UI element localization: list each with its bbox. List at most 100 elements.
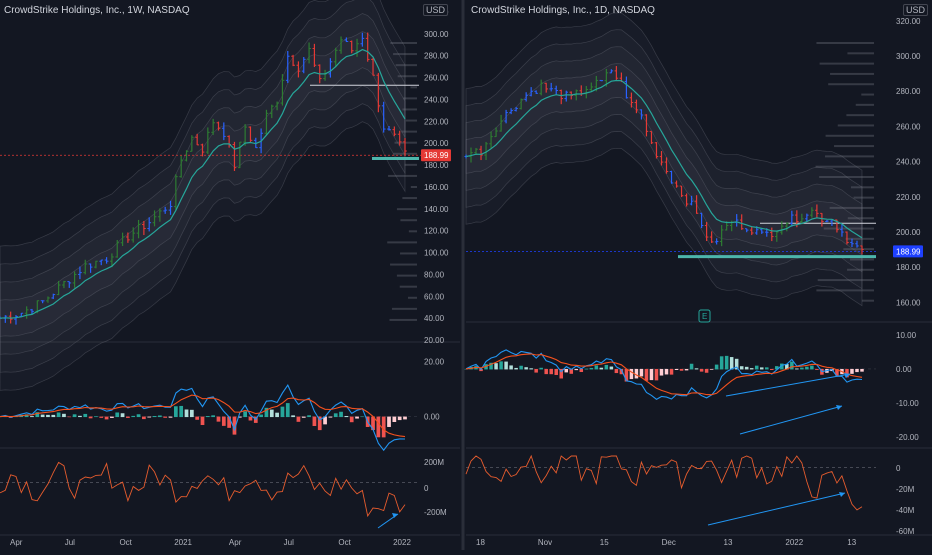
left-candle	[403, 138, 407, 156]
left-macd-histogram-bar	[296, 416, 301, 422]
left-macd-histogram-bar	[264, 407, 269, 418]
left-candle	[24, 306, 29, 319]
right-divergence-arrowhead	[836, 405, 842, 410]
right-macd-tick: 0.00	[896, 365, 912, 374]
right-macd-histogram-bar	[765, 367, 769, 370]
left-candle	[243, 124, 247, 146]
left-band-4	[0, 0, 406, 391]
left-price-tick: 80.00	[424, 270, 445, 279]
left-candle	[72, 271, 77, 288]
right-volume-profile-bar	[855, 103, 874, 106]
left-macd-histogram-bar	[126, 416, 130, 418]
right-price-tick: 180.00	[896, 263, 921, 272]
right-candle	[484, 141, 488, 161]
right-macd-histogram-bar	[835, 368, 839, 376]
right-time-tick: 13	[847, 538, 856, 547]
left-currency-badge[interactable]: USD	[423, 4, 449, 16]
right-candle	[744, 228, 749, 233]
right-candle	[669, 170, 674, 184]
right-macd-histogram-bar	[749, 368, 754, 370]
right-time-tick: 13	[724, 538, 733, 547]
right-time-tick: Nov	[538, 538, 552, 547]
left-macd-histogram-bar	[227, 416, 232, 428]
left-macd-histogram-bar	[184, 409, 189, 418]
left-price-tick: 60.00	[424, 292, 445, 301]
right-volume-profile-bar	[828, 83, 874, 86]
left-macd-histogram-bar	[248, 416, 253, 421]
right-volume-profile-bar	[815, 165, 874, 168]
right-volume-profile-bar	[847, 268, 874, 271]
right-volume-profile-bar	[817, 279, 874, 282]
right-volume-tick: -60M	[896, 527, 915, 536]
left-macd-histogram-bar	[40, 414, 45, 418]
left-macd-histogram-bar	[301, 416, 306, 418]
right-volume-profile-bar	[861, 93, 874, 96]
right-time-tick: 18	[476, 538, 485, 547]
right-macd-histogram-bar	[464, 368, 468, 370]
right-volume-profile-bar	[847, 217, 874, 220]
right-currency-badge[interactable]: USD	[903, 4, 929, 16]
right-candle	[589, 82, 594, 92]
left-candle	[328, 58, 333, 78]
earnings-marker-label: E	[702, 312, 707, 321]
left-macd-histogram-bar	[323, 416, 327, 425]
right-macd-histogram-bar	[584, 368, 589, 370]
right-divergence-arrow	[725, 373, 851, 397]
left-time-tick: Jul	[284, 538, 294, 547]
right-macd-histogram-bar	[709, 368, 714, 370]
right-volume-profile-bar	[845, 237, 874, 240]
left-time-tick: Apr	[229, 538, 242, 547]
right-volume-profile-bar	[846, 114, 874, 117]
right-candle	[820, 212, 824, 227]
left-macd-histogram-bar	[99, 416, 104, 418]
right-candle	[704, 221, 709, 241]
right-candle	[509, 108, 513, 115]
right-candle	[694, 195, 699, 214]
left-macd-histogram-bar	[381, 416, 386, 438]
right-candle	[614, 66, 619, 80]
right-macd-histogram-bar	[780, 363, 784, 370]
left-candle	[30, 308, 34, 315]
right-macd-histogram-bar	[860, 368, 864, 372]
right-candle	[664, 157, 669, 174]
left-candle	[173, 174, 178, 210]
left-macd-histogram-bar	[35, 412, 40, 418]
right-macd-histogram-bar	[549, 368, 553, 375]
left-macd-histogram-bar	[280, 406, 285, 418]
right-macd-histogram-bar	[559, 368, 563, 379]
right-candle	[494, 127, 498, 138]
left-volume-profile-bar	[402, 108, 417, 111]
left-candle	[142, 220, 146, 236]
right-macd-histogram-bar	[509, 365, 513, 370]
right-volume-profile-bar	[834, 145, 874, 148]
left-macd-histogram-bar	[344, 416, 349, 418]
left-macd-histogram-bar	[131, 415, 136, 418]
right-macd-histogram-bar	[674, 368, 679, 371]
left-macd-histogram-bar	[51, 414, 56, 418]
left-volume-line	[0, 461, 406, 518]
right-macd-histogram-bar	[790, 361, 794, 370]
left-candle	[392, 126, 397, 137]
left-macd-histogram-bar	[110, 416, 114, 418]
left-volume-profile-bar	[408, 230, 417, 233]
left-macd-histogram-bar	[269, 409, 274, 418]
right-volume-profile-bar	[816, 289, 874, 292]
left-macd-histogram-bar	[371, 416, 375, 431]
right-macd-tick: -20.00	[896, 433, 919, 442]
left-volume-profile-bar	[393, 53, 417, 56]
left-candle	[110, 253, 114, 268]
left-macd-histogram-bar	[360, 416, 365, 418]
right-divergence-arrow	[739, 405, 843, 435]
right-candle	[534, 90, 538, 94]
right-volume-profile-bar	[851, 186, 874, 189]
right-macd-histogram-bar	[679, 368, 684, 371]
right-candle	[775, 231, 779, 242]
right-candle	[689, 195, 694, 206]
right-volume-profile-bar	[847, 52, 874, 55]
left-divergence-arrowhead	[392, 513, 398, 518]
left-candle	[94, 260, 98, 269]
left-macd-histogram-bar	[168, 416, 173, 418]
left-time-tick: Apr	[10, 538, 23, 547]
right-volume-profile-bar	[850, 258, 874, 261]
